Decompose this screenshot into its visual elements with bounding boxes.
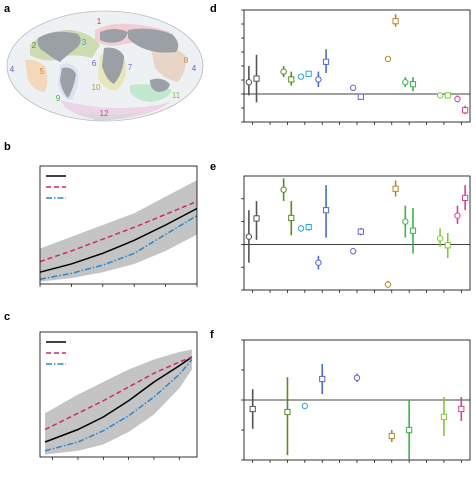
- data-point: [305, 70, 312, 77]
- chart-b: [39, 165, 198, 287]
- data-point: [388, 432, 395, 440]
- continent-shape: [37, 31, 81, 62]
- map-realm-label: 4: [10, 65, 15, 74]
- chart-c: [39, 331, 198, 460]
- data-point: [301, 402, 309, 410]
- plot-frame: [39, 331, 198, 458]
- data-point: [349, 248, 357, 255]
- continent-shape: [102, 47, 124, 84]
- data-point: [462, 107, 469, 114]
- data-point: [280, 186, 287, 193]
- chart-d: [241, 9, 471, 125]
- map-realm-label: 2: [32, 41, 37, 50]
- map-realm-label: 1: [97, 17, 102, 26]
- data-point: [322, 58, 330, 65]
- map-realm-label: 9: [56, 94, 61, 103]
- data-point: [297, 225, 305, 232]
- data-point: [288, 76, 295, 83]
- map-realm-label: 5: [40, 67, 45, 76]
- confidence-band: [40, 180, 197, 282]
- data-point: [436, 235, 444, 242]
- continent-shape: [100, 29, 128, 43]
- data-point: [319, 375, 326, 383]
- data-point: [406, 426, 413, 434]
- map-realm-label: 11: [172, 91, 181, 100]
- series-line-2: [39, 214, 198, 281]
- panel-e-label: e: [210, 161, 216, 173]
- data-point: [315, 76, 322, 83]
- data-point: [305, 223, 312, 231]
- data-point: [249, 405, 256, 413]
- world-map: 1 2 3 4 5 6 7 8 9 10 11 12 4: [6, 10, 204, 122]
- data-point: [315, 259, 322, 266]
- data-point: [322, 207, 330, 214]
- panel-f: f: [210, 329, 471, 463]
- chart-f: [241, 339, 471, 463]
- data-point: [253, 215, 260, 222]
- data-point: [392, 18, 399, 25]
- data-point: [402, 218, 409, 225]
- continent-shape: [60, 67, 76, 98]
- realm-region: [25, 59, 48, 92]
- panel-f-label: f: [210, 329, 214, 341]
- data-point: [458, 405, 465, 413]
- data-point: [349, 84, 357, 92]
- data-point: [280, 68, 287, 75]
- panel-b-label: b: [4, 141, 11, 153]
- plot-frame: [39, 165, 198, 285]
- confidence-band: [45, 349, 192, 455]
- continent-shape: [150, 78, 170, 92]
- data-point: [402, 79, 409, 86]
- panel-c-label: c: [4, 311, 10, 323]
- continent-shape: [75, 112, 140, 121]
- panel-e: e: [210, 161, 471, 293]
- series-line-0: [44, 356, 193, 443]
- data-point: [253, 75, 260, 82]
- data-point: [444, 92, 451, 99]
- realm-region: [150, 44, 186, 82]
- data-point: [357, 228, 364, 235]
- map-realm-label: 6: [92, 59, 97, 68]
- continent-shape: [128, 28, 179, 53]
- map-realm-label: 4: [192, 64, 197, 73]
- data-point: [288, 214, 295, 222]
- data-point: [245, 79, 253, 86]
- data-point: [392, 185, 399, 192]
- data-point: [384, 55, 392, 63]
- panel-d-label: d: [210, 3, 217, 15]
- data-point: [409, 227, 417, 234]
- panel-a: a 1 2 3 4 5 6 7: [4, 3, 204, 122]
- chart-e: [241, 175, 471, 293]
- data-point: [384, 281, 392, 288]
- map-realm-label: 8: [184, 56, 189, 65]
- data-point: [409, 81, 417, 88]
- map-realm-label: 3: [82, 38, 87, 47]
- plot-frame: [243, 9, 471, 123]
- data-point: [245, 233, 253, 240]
- data-point: [436, 92, 444, 99]
- data-point: [353, 374, 361, 381]
- map-realm-label: 10: [92, 83, 101, 92]
- series-line-1: [39, 200, 198, 263]
- data-point: [444, 242, 451, 249]
- data-point: [454, 95, 461, 103]
- data-point: [454, 212, 461, 219]
- series-line-1: [44, 356, 193, 431]
- panel-c: c: [4, 311, 198, 460]
- plot-frame: [243, 175, 471, 291]
- data-point: [440, 413, 448, 420]
- panel-b: b: [4, 141, 198, 287]
- series-line-0: [39, 207, 198, 273]
- map-realm-label: 7: [128, 63, 133, 72]
- data-point: [462, 194, 469, 201]
- data-point: [297, 73, 305, 80]
- map-realm-label: 12: [100, 109, 109, 118]
- data-point: [357, 93, 364, 100]
- panel-a-label: a: [4, 3, 11, 15]
- panel-d: d: [210, 3, 471, 125]
- data-point: [284, 408, 291, 416]
